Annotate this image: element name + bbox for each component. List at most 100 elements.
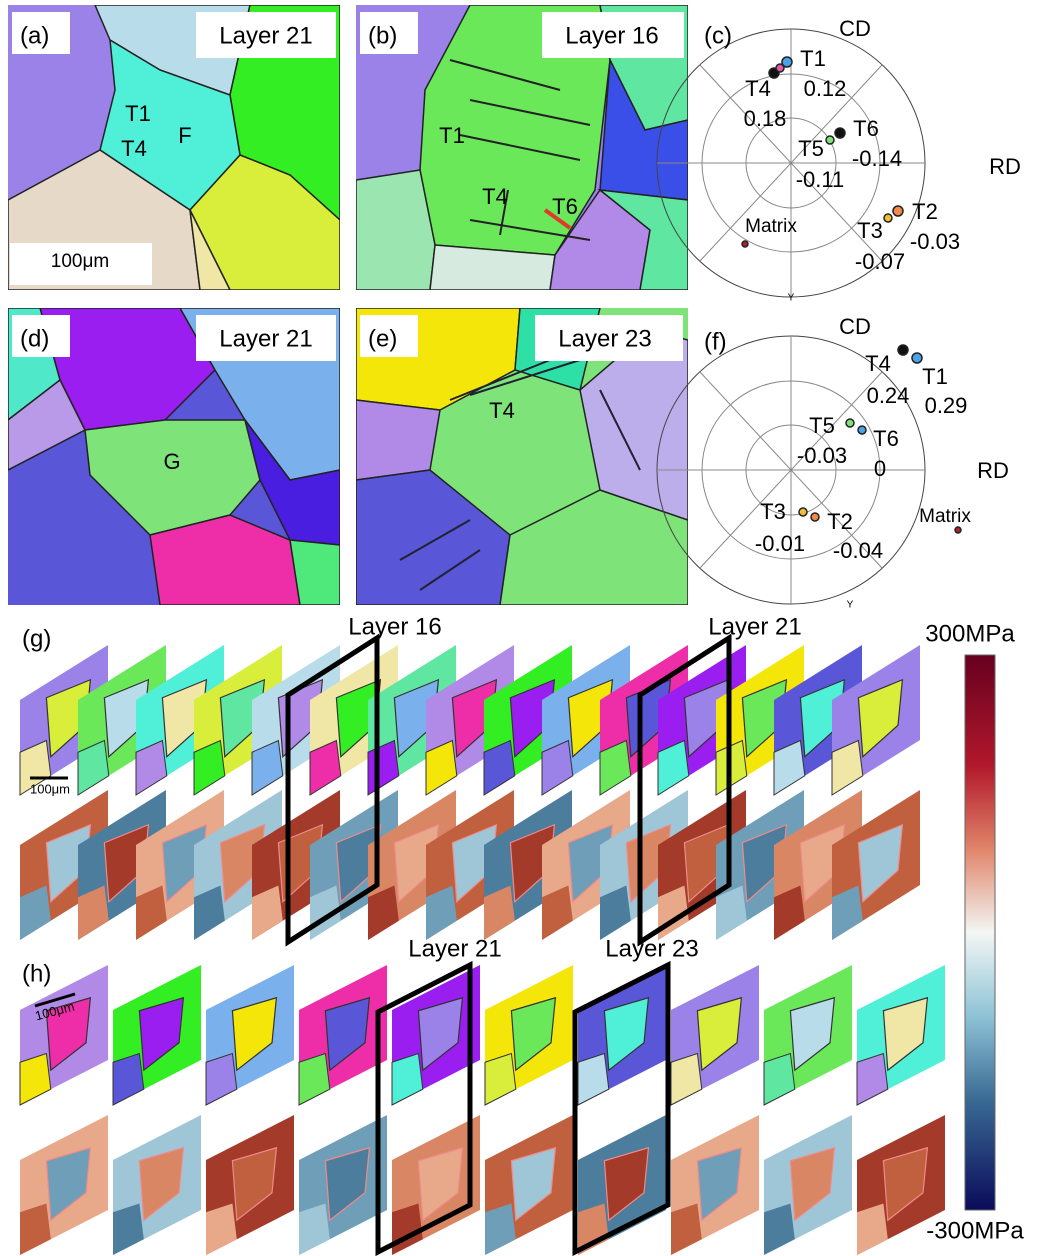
grain (832, 885, 863, 940)
grain (231, 1146, 278, 1222)
grain (578, 1203, 609, 1255)
point-value: 0.18 (744, 106, 787, 131)
grain-label: G (163, 449, 180, 474)
axis-label: Y (788, 293, 795, 304)
grain (20, 885, 51, 940)
grain (484, 885, 515, 940)
panel-label: (b) (368, 22, 397, 49)
label-box (12, 315, 70, 357)
grain (831, 739, 864, 796)
grain (194, 885, 225, 940)
point-value: 0 (874, 456, 886, 481)
grain (774, 885, 805, 940)
grain (716, 885, 747, 940)
grain (78, 885, 109, 940)
axis-label: Y (847, 600, 854, 611)
point-label: T2 (827, 509, 853, 534)
grain (309, 739, 342, 796)
point-value: 0.29 (925, 393, 968, 418)
grain (696, 1146, 743, 1222)
grain (112, 1052, 145, 1106)
label-box (360, 12, 418, 54)
grain (368, 885, 399, 940)
grain (577, 1052, 610, 1106)
pole-figure-f (656, 335, 926, 605)
grain (856, 1052, 889, 1106)
grain (138, 1146, 185, 1222)
panel-label: (f) (704, 328, 727, 355)
panel-label: (h) (22, 960, 51, 987)
grain (135, 739, 168, 796)
colorbar-max: 300MPa (925, 620, 1015, 647)
grain (600, 885, 631, 940)
grain (138, 996, 185, 1072)
grain (857, 1203, 888, 1255)
grain (251, 739, 284, 796)
grain (773, 739, 806, 796)
grain (324, 1146, 371, 1222)
panel-label: (g) (22, 625, 51, 652)
grain (483, 739, 516, 796)
scale-box (10, 243, 152, 285)
grain-label: T6 (552, 194, 578, 219)
grain (231, 996, 278, 1072)
grain (542, 885, 573, 940)
matrix-label: Matrix (745, 216, 797, 237)
grain (20, 1203, 51, 1255)
label-box (535, 315, 683, 361)
grain (252, 885, 283, 940)
grain (882, 996, 929, 1072)
grain (484, 1052, 517, 1106)
grain (857, 678, 904, 759)
grain-label: T4 (121, 136, 147, 161)
colorbar-min: -300MPa (926, 1217, 1024, 1244)
point-label: T2 (912, 199, 938, 224)
layer-label: Layer 16 (565, 22, 658, 49)
point-label: T3 (857, 218, 883, 243)
grain (671, 1203, 702, 1255)
grain-label: T1 (125, 101, 151, 126)
grain (510, 1146, 557, 1222)
grain (206, 1203, 237, 1255)
grain (764, 1203, 795, 1255)
axis-label: CD (839, 314, 871, 339)
point-value: -0.03 (797, 443, 847, 468)
panel-label: (c) (704, 22, 732, 49)
panel-label: (e) (368, 325, 397, 352)
grain (657, 739, 690, 796)
grain (391, 1052, 424, 1106)
grain (485, 1203, 516, 1255)
point-value: -0.01 (755, 531, 805, 556)
grain (113, 1203, 144, 1255)
point-label: T4 (745, 76, 771, 101)
layer-label: Layer 21 (219, 325, 312, 352)
panel-label: (a) (20, 22, 49, 49)
slice-stacks (19, 645, 945, 1255)
matrix-label: Matrix (919, 506, 971, 527)
label-box (12, 12, 70, 54)
grain (324, 996, 371, 1072)
grain-label: T4 (489, 398, 515, 423)
grain (45, 996, 92, 1072)
scale-label: 100μm (51, 251, 109, 272)
layer-label: Layer 23 (558, 325, 651, 352)
grain (789, 1146, 836, 1222)
point-value: -0.03 (910, 229, 960, 254)
scale-label: 100μm (30, 781, 70, 796)
axis-label: CD (839, 16, 871, 41)
grain (193, 739, 226, 796)
grain (417, 1146, 464, 1222)
frame-label: Layer 21 (408, 935, 501, 962)
point-label: T6 (873, 426, 899, 451)
grain (299, 1203, 330, 1255)
point-label: T3 (760, 499, 786, 524)
point-label: T6 (853, 116, 879, 141)
point-label: T1 (922, 364, 948, 389)
texts: (a) Layer 21 T1 T4 F 100μm (b) Layer 16 … (20, 16, 1024, 1245)
point-value: -0.07 (855, 249, 905, 274)
grain (136, 885, 167, 940)
panel-label: (d) (20, 325, 49, 352)
grain (426, 885, 457, 940)
grain (763, 1052, 796, 1106)
grain (789, 996, 836, 1072)
